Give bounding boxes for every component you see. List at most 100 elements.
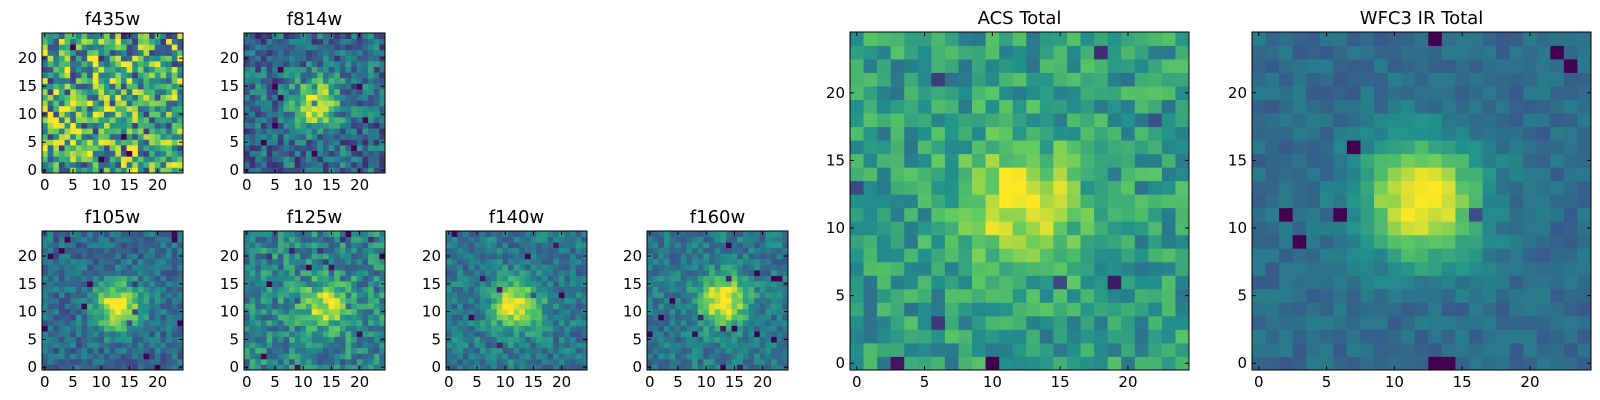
heatmap-cell (373, 38, 380, 45)
heatmap-cell (850, 207, 864, 222)
heatmap-cell (277, 269, 284, 276)
heatmap-cell (776, 314, 783, 321)
heatmap-cell (368, 89, 375, 95)
heatmap-cell (737, 297, 744, 304)
heatmap-cell (508, 314, 515, 321)
y-tick-label: 10 (220, 105, 239, 123)
heatmap-cell (351, 358, 358, 365)
heatmap-cell (98, 66, 105, 73)
heatmap-cell (1306, 329, 1321, 344)
heatmap-cell (564, 297, 571, 304)
heatmap-cell (294, 61, 301, 67)
heatmap-cell (81, 83, 88, 90)
heatmap-cell (1360, 180, 1375, 195)
heatmap-cell (958, 356, 973, 371)
heatmap-cell (334, 247, 341, 254)
heatmap-cell (58, 319, 65, 326)
heatmap-cell (1121, 72, 1136, 87)
heatmap-cell (863, 329, 878, 344)
heatmap-cell (1482, 207, 1497, 222)
heatmap-cell (1441, 194, 1456, 209)
heatmap-cell (999, 59, 1014, 73)
heatmap-cell (725, 364, 732, 371)
heatmap-cell (714, 247, 721, 254)
heatmap-cell (277, 161, 284, 168)
heatmap-cell (294, 319, 301, 326)
heatmap-cell (339, 150, 346, 157)
heatmap-cell (362, 72, 369, 79)
heatmap-cell (368, 55, 375, 62)
heatmap-cell (530, 292, 537, 299)
heatmap-cell (115, 145, 122, 151)
heatmap-cell (47, 253, 54, 260)
heatmap-cell (300, 292, 307, 299)
heatmap-cell (468, 258, 475, 265)
heatmap-cell (1496, 356, 1511, 371)
heatmap-cell (81, 236, 88, 243)
heatmap-cell (530, 281, 537, 287)
heatmap-cell (720, 319, 727, 326)
heatmap-cell (328, 61, 335, 67)
heatmap-cell (536, 342, 543, 349)
heatmap-cell (558, 247, 565, 254)
heatmap-cell (87, 275, 94, 282)
heatmap-cell (266, 325, 273, 332)
heatmap-cell (260, 319, 267, 326)
heatmap-cell (249, 122, 256, 129)
heatmap-cell (70, 61, 77, 67)
heatmap-cell (53, 38, 60, 45)
heatmap-cell (283, 269, 290, 276)
heatmap-cell (272, 353, 279, 360)
heatmap-cell (944, 153, 959, 168)
heatmap-cell (1039, 45, 1054, 60)
heatmap-cell (1292, 302, 1307, 317)
heatmap-cell (283, 139, 290, 146)
heatmap-cell (1053, 140, 1068, 155)
heatmap-cell (373, 133, 380, 140)
heatmap-cell (294, 49, 301, 56)
heatmap-cell (1066, 72, 1081, 87)
heatmap-cell (345, 38, 352, 45)
heatmap-cell (132, 331, 139, 338)
heatmap-cell (1333, 329, 1348, 344)
heatmap-cell (75, 364, 82, 371)
heatmap-cell (451, 303, 458, 310)
heatmap-cell (244, 236, 251, 243)
heatmap-cell (1134, 288, 1149, 303)
heatmap-cell (356, 297, 363, 304)
heatmap-cell (171, 231, 178, 237)
heatmap-cell (75, 325, 82, 332)
heatmap-cell (1563, 180, 1578, 195)
heatmap-cell (748, 336, 755, 343)
heatmap-cell (553, 331, 560, 338)
heatmap-cell (658, 331, 665, 338)
y-tick-label: 10 (220, 303, 239, 321)
heatmap-cell (137, 353, 144, 360)
heatmap-cell (322, 49, 329, 56)
heatmap-cell (1550, 167, 1565, 182)
y-tick-label: 15 (422, 275, 441, 293)
heatmap-cell (126, 269, 133, 276)
heatmap-cell (255, 145, 262, 151)
heatmap-cell (260, 55, 267, 62)
heatmap-cell (177, 358, 184, 365)
heatmap-cell (289, 308, 296, 315)
heatmap-cell (575, 247, 582, 254)
heatmap-cell (266, 347, 273, 354)
heatmap-cell (508, 231, 515, 237)
heatmap-cell (177, 122, 184, 129)
heatmap-cell (149, 145, 156, 151)
heatmap-cell (311, 364, 318, 371)
heatmap-cell (132, 347, 139, 354)
heatmap-cell (154, 128, 161, 135)
heatmap-cell (311, 308, 318, 315)
heatmap-cell (289, 122, 296, 129)
heatmap-cell (42, 325, 49, 332)
heatmap-cell (680, 236, 687, 243)
heatmap-cell (70, 128, 77, 135)
heatmap-cell (1039, 234, 1054, 249)
heatmap-cell (1482, 180, 1497, 195)
heatmap-cell (351, 167, 358, 174)
heatmap-cell (564, 342, 571, 349)
heatmap-cell (692, 347, 699, 354)
